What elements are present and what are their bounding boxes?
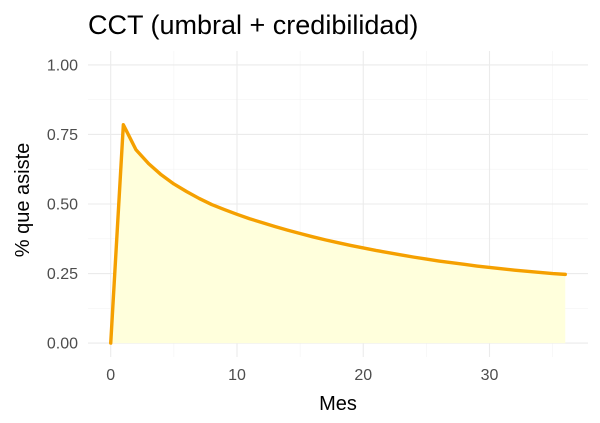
area-fill [110, 124, 566, 344]
series-layer [109, 123, 567, 345]
y-tick-label: 0.00 [47, 336, 78, 353]
chart-title: CCT (umbral + credibilidad) [88, 10, 418, 40]
y-tick-label: 0.50 [47, 197, 78, 214]
y-axis-title: % que asiste [12, 143, 34, 258]
x-tick-labels: 0 10 20 30 [106, 367, 498, 384]
x-tick-label: 10 [228, 367, 246, 384]
x-tick-label: 20 [354, 367, 372, 384]
y-tick-label: 0.25 [47, 266, 78, 283]
x-tick-label: 0 [106, 367, 115, 384]
y-tick-label: 0.75 [47, 127, 78, 144]
x-tick-label: 30 [481, 367, 499, 384]
y-tick-labels: 0.00 0.25 0.50 0.75 1.00 [47, 57, 78, 352]
y-tick-label: 1.00 [47, 57, 78, 74]
series-line [109, 123, 567, 345]
x-axis-title: Mes [319, 393, 357, 415]
